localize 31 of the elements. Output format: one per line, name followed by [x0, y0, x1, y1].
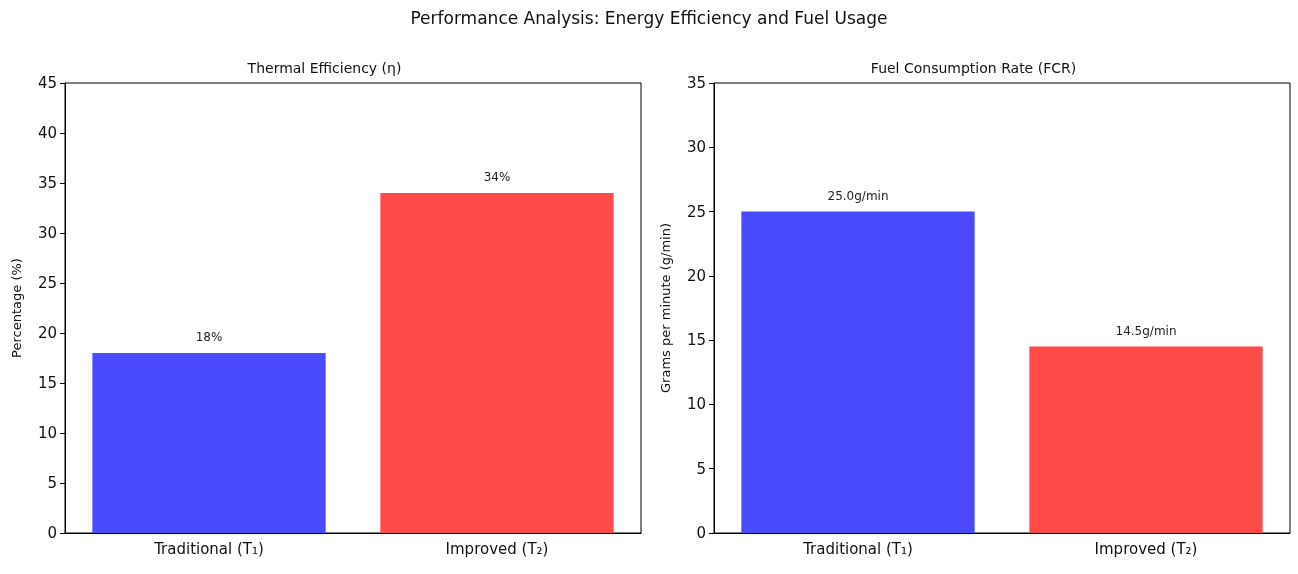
y-tick-label: 10 — [686, 395, 706, 414]
y-tick-label: 40 — [37, 124, 57, 142]
x-tick-label: Traditional (T₁) — [802, 539, 913, 558]
y-tick-label: 10 — [37, 424, 57, 442]
y-tick-label: 30 — [686, 138, 706, 157]
y-tick-label: 35 — [37, 174, 57, 192]
y-tick-label: 20 — [686, 266, 706, 285]
chart-title: Fuel Consumption Rate (FCR) — [870, 60, 1077, 76]
y-tick-label: 0 — [696, 524, 706, 542]
x-tick-label: Traditional (T₁) — [153, 539, 264, 558]
y-tick-label: 0 — [47, 524, 57, 542]
y-tick-label: 30 — [37, 224, 57, 242]
y-tick-label: 5 — [696, 459, 706, 478]
y-axis-title: Grams per minute (g/min) — [658, 223, 673, 393]
y-tick-label: 20 — [37, 324, 57, 342]
y-tick-label: 15 — [686, 331, 706, 350]
data-label: 18% — [195, 330, 223, 344]
text: Performance Analysis: Energy Efficiency and Fuel Usage — [409, 8, 889, 28]
y-tick-label: 25 — [37, 274, 57, 292]
y-tick-label: 45 — [37, 74, 57, 92]
y-tick-label: 25 — [686, 202, 706, 221]
x-tick-label: Improved (T₂) — [1094, 539, 1198, 558]
y-tick-label: 35 — [686, 74, 706, 92]
y-tick-label: 15 — [37, 374, 57, 392]
data-label: 14.5g/min — [1115, 323, 1177, 338]
y-axis-title: Percentage (%) — [9, 258, 24, 358]
data-label: 25.0g/min — [827, 188, 889, 203]
y-tick-label: 5 — [47, 474, 57, 492]
x-tick-label: Improved (T₂) — [445, 539, 549, 558]
data-label: 34% — [483, 170, 511, 184]
chart-title: Thermal Efficiency (η) — [246, 60, 402, 76]
